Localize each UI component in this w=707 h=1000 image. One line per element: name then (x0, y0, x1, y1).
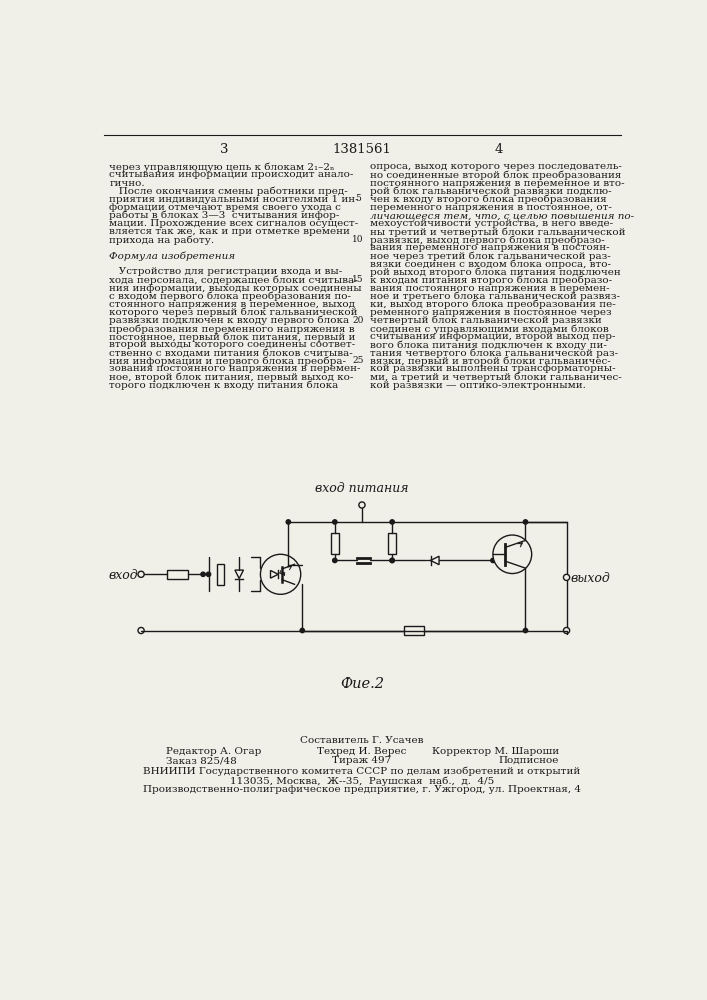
Text: После окончания смены работники пред-: После окончания смены работники пред- (110, 187, 348, 196)
Circle shape (523, 628, 527, 633)
Text: Техред И. Верес: Техред И. Верес (317, 747, 407, 756)
Circle shape (390, 558, 395, 563)
Circle shape (260, 554, 300, 594)
Text: но соединенные второй блок преобразования: но соединенные второй блок преобразовани… (370, 170, 622, 180)
Text: 20: 20 (352, 316, 364, 325)
Text: рой выход второго блока питания подключен: рой выход второго блока питания подключе… (370, 267, 621, 277)
Text: с входом первого блока преобразования по-: с входом первого блока преобразования по… (110, 292, 351, 301)
Text: 5: 5 (355, 194, 361, 203)
Text: мации. Прохождение всех сигналов осущест-: мации. Прохождение всех сигналов осущест… (110, 219, 358, 228)
Text: ВНИИПИ Государственного комитета СССР по делам изобретений и открытий: ВНИИПИ Государственного комитета СССР по… (144, 767, 580, 776)
Text: 25: 25 (352, 356, 364, 365)
Text: Тираж 497: Тираж 497 (332, 756, 392, 765)
Text: Составитель Г. Усачев: Составитель Г. Усачев (300, 736, 423, 745)
Text: вязки, первый и второй блоки гальваничес-: вязки, первый и второй блоки гальваничес… (370, 356, 612, 366)
Text: 4: 4 (495, 143, 503, 156)
Bar (388, 533, 397, 554)
Text: вания постоянного напряжения в перемен-: вания постоянного напряжения в перемен- (370, 284, 610, 293)
Text: Производственно-полиграфическое предприятие, г. Ужгород, ул. Проектная, 4: Производственно-полиграфическое предприя… (143, 785, 581, 794)
Circle shape (493, 535, 532, 574)
Text: работы в блоках 3—3  считывания инфор-: работы в блоках 3—3 считывания инфор- (110, 211, 339, 220)
Text: ки, выход второго блока преобразования пе-: ки, выход второго блока преобразования п… (370, 300, 617, 309)
Text: развязки, выход первого блока преобразо-: развязки, выход первого блока преобразо- (370, 235, 605, 245)
Polygon shape (271, 570, 279, 578)
Text: формации отмечают время своего ухода с: формации отмечают время своего ухода с (110, 203, 341, 212)
Text: преобразования переменного напряжения в: преобразования переменного напряжения в (110, 324, 355, 334)
Text: постоянное, первый блок питания, первый и: постоянное, первый блок питания, первый … (110, 332, 356, 342)
Text: переменного напряжения в постоянное, от-: переменного напряжения в постоянное, от- (370, 203, 612, 212)
Text: 1381561: 1381561 (332, 143, 392, 156)
Polygon shape (431, 556, 439, 565)
Text: к входам питания второго блока преобразо-: к входам питания второго блока преобразо… (370, 276, 612, 285)
Text: вязки соединен с входом блока опроса, вто-: вязки соединен с входом блока опроса, вт… (370, 259, 612, 269)
Circle shape (286, 520, 291, 524)
Text: кой развязки — оптико-электронными.: кой развязки — оптико-электронными. (370, 381, 586, 390)
Text: приятия индивидуальными носителями 1 ин-: приятия индивидуальными носителями 1 ин- (110, 195, 359, 204)
Text: ременного напряжения в постоянное через: ременного напряжения в постоянное через (370, 308, 612, 317)
Text: ния информации, выходы которых соединены: ния информации, выходы которых соединены (110, 284, 362, 293)
Circle shape (300, 628, 305, 633)
Circle shape (206, 572, 211, 576)
Text: Заказ 825/48: Заказ 825/48 (166, 756, 237, 765)
Text: 10: 10 (352, 235, 364, 244)
Text: вход питания: вход питания (315, 482, 409, 495)
Text: гично.: гично. (110, 179, 145, 188)
Text: Формула изобретения: Формула изобретения (110, 251, 235, 261)
Bar (168, 570, 187, 579)
Text: чен к входу второго блока преобразования: чен к входу второго блока преобразования (370, 195, 607, 204)
Circle shape (491, 558, 495, 563)
Text: Корректор М. Шароши: Корректор М. Шароши (432, 747, 559, 756)
Text: четвертый блок гальванической развязки: четвертый блок гальванической развязки (370, 316, 602, 325)
Text: считывания информации, второй выход пер-: считывания информации, второй выход пер- (370, 332, 616, 341)
Text: 15: 15 (352, 275, 364, 284)
Circle shape (201, 572, 205, 576)
Text: вого блока питания подключен к входу пи-: вого блока питания подключен к входу пи- (370, 340, 607, 350)
Text: ное и третьего блока гальванической развяз-: ное и третьего блока гальванической разв… (370, 292, 621, 301)
Circle shape (390, 558, 395, 563)
Text: зования постоянного напряжения в перемен-: зования постоянного напряжения в перемен… (110, 364, 361, 373)
Text: Устройство для регистрации входа и вы-: Устройство для регистрации входа и вы- (110, 267, 343, 276)
Text: соединен с управляющими входами блоков: соединен с управляющими входами блоков (370, 324, 609, 334)
Text: второй выходы которого соединены соответ-: второй выходы которого соединены соответ… (110, 340, 356, 349)
Bar (216, 564, 224, 585)
Text: кой развязки выполнены трансформаторны-: кой развязки выполнены трансформаторны- (370, 364, 616, 373)
Text: 3: 3 (220, 143, 228, 156)
Text: Редактор А. Огар: Редактор А. Огар (166, 747, 262, 756)
Text: тания четвертого блока гальванической раз-: тания четвертого блока гальванической ра… (370, 348, 619, 358)
Circle shape (333, 558, 337, 563)
Text: вляется так же, как и при отметке времени: вляется так же, как и при отметке времен… (110, 227, 350, 236)
Text: развязки подключен к входу первого блока: развязки подключен к входу первого блока (110, 316, 349, 325)
Polygon shape (235, 570, 243, 579)
Bar (404, 626, 424, 635)
Text: опроса, выход которого через последователь-: опроса, выход которого через последовате… (370, 162, 622, 171)
Text: Подписное: Подписное (498, 756, 559, 765)
Text: ное, второй блок питания, первый выход ко-: ное, второй блок питания, первый выход к… (110, 373, 354, 382)
Text: ственно с входами питания блоков считыва-: ственно с входами питания блоков считыва… (110, 348, 353, 357)
Text: личающееся тем, что, с целью повышения по-: личающееся тем, что, с целью повышения п… (370, 211, 635, 220)
Text: ное через третий блок гальванической раз-: ное через третий блок гальванической раз… (370, 251, 612, 261)
Text: ния информации и первого блока преобра-: ния информации и первого блока преобра- (110, 356, 346, 366)
Circle shape (523, 520, 527, 524)
Circle shape (333, 520, 337, 524)
Bar (331, 533, 339, 554)
Text: постоянного напряжения в переменное и вто-: постоянного напряжения в переменное и вт… (370, 179, 625, 188)
Text: прихода на работу.: прихода на работу. (110, 235, 214, 245)
Text: ны третий и четвертый блоки гальванической: ны третий и четвертый блоки гальваническ… (370, 227, 626, 237)
Text: хода персонала, содержащее блоки считыва-: хода персонала, содержащее блоки считыва… (110, 276, 358, 285)
Circle shape (390, 520, 395, 524)
Text: ми, а третий и четвертый блоки гальваничес-: ми, а третий и четвертый блоки гальванич… (370, 373, 622, 382)
Text: которого через первый блок гальванической: которого через первый блок гальваническо… (110, 308, 358, 317)
Text: рой блок гальванической развязки подклю-: рой блок гальванической развязки подклю- (370, 187, 612, 196)
Text: мехоустойчивости устройства, в него введе-: мехоустойчивости устройства, в него введ… (370, 219, 614, 228)
Text: Фие.2: Фие.2 (340, 677, 384, 691)
Text: вания переменного напряжения в постоян-: вания переменного напряжения в постоян- (370, 243, 610, 252)
Text: вход: вход (108, 569, 138, 582)
Text: торого подключен к входу питания блока: торого подключен к входу питания блока (110, 381, 339, 390)
Text: выход: выход (571, 572, 610, 585)
Text: стоянного напряжения в переменное, выход: стоянного напряжения в переменное, выход (110, 300, 356, 309)
Text: считывания информации происходит анало-: считывания информации происходит анало- (110, 170, 354, 179)
Text: 113035, Москва,  Ж--35,  Раушская  наб.,  д.  4/5: 113035, Москва, Ж--35, Раушская наб., д.… (230, 776, 494, 786)
Text: через управляющую цепь к блокам 2₁–2ₙ: через управляющую цепь к блокам 2₁–2ₙ (110, 162, 334, 172)
